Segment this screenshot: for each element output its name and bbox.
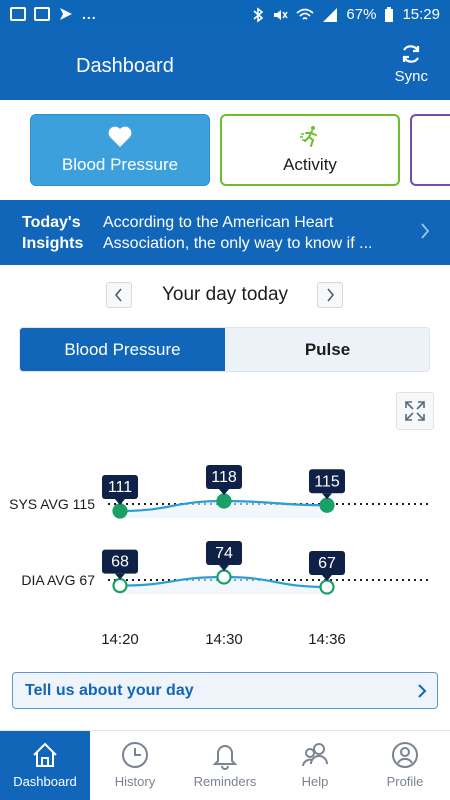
data-point bbox=[112, 577, 128, 594]
x-tick-label: 14:20 bbox=[101, 631, 139, 648]
series-area bbox=[120, 577, 327, 594]
heart-icon bbox=[108, 126, 132, 147]
data-label-pointer bbox=[219, 565, 229, 571]
nav-help[interactable]: Help bbox=[270, 731, 360, 800]
next-day-button[interactable] bbox=[317, 282, 343, 308]
nav-label: Profile bbox=[386, 774, 424, 789]
nav-dashboard[interactable]: Dashboard bbox=[0, 731, 90, 800]
home-icon bbox=[33, 742, 57, 767]
tell-us-button[interactable]: Tell us about your day bbox=[12, 672, 438, 709]
data-point bbox=[319, 579, 335, 595]
nav-label: History bbox=[114, 774, 156, 789]
data-point bbox=[216, 493, 232, 509]
data-label-pointer bbox=[322, 575, 332, 581]
status-bar: ... 67% 15:29 bbox=[0, 0, 450, 30]
running-person-icon bbox=[300, 126, 317, 147]
data-label-bg bbox=[102, 475, 138, 499]
data-point bbox=[319, 497, 335, 513]
data-label-pointer bbox=[115, 573, 125, 580]
insights-banner[interactable]: Today's Insights According to the Americ… bbox=[0, 200, 450, 265]
sync-button[interactable]: Sync bbox=[395, 42, 428, 85]
sync-label: Sync bbox=[394, 68, 428, 85]
data-label: 115 bbox=[314, 473, 340, 490]
data-label-bg bbox=[102, 549, 138, 574]
nav-label: Reminders bbox=[193, 774, 257, 789]
expand-icon bbox=[405, 401, 425, 421]
x-tick-label: 14:30 bbox=[205, 631, 243, 648]
data-label-bg bbox=[309, 469, 345, 494]
nav-label: Dashboard bbox=[13, 774, 77, 789]
chevron-right-icon bbox=[418, 684, 427, 698]
clock-icon bbox=[122, 742, 148, 768]
signal-icon bbox=[323, 7, 338, 22]
nav-reminders[interactable]: Reminders bbox=[180, 731, 270, 800]
series-area bbox=[120, 501, 327, 518]
category-activity[interactable]: Activity bbox=[220, 114, 400, 186]
data-label: 67 bbox=[318, 555, 336, 572]
category-label: Blood Pressure bbox=[61, 155, 179, 174]
battery-percent: 67% bbox=[346, 6, 377, 23]
category-tabs: Blood Pressure Activity bbox=[0, 112, 450, 188]
nav-label: Help bbox=[301, 774, 329, 789]
chevron-right-icon bbox=[421, 223, 430, 239]
segment-blood-pressure[interactable]: Blood Pressure bbox=[20, 328, 225, 371]
tell-us-label: Tell us about your day bbox=[25, 682, 194, 699]
blood-pressure-chart: SYS AVG 115 111 118 115 DIA AVG 67 68 74 67 14:2… bbox=[9, 465, 432, 648]
page-title: Dashboard bbox=[76, 55, 174, 77]
previous-day-button[interactable] bbox=[106, 282, 132, 308]
average-label: DIA AVG 67 bbox=[21, 572, 95, 588]
expand-chart-button[interactable] bbox=[396, 392, 434, 430]
day-label: Your day today bbox=[161, 284, 289, 305]
sync-icon bbox=[403, 45, 420, 63]
data-point bbox=[216, 569, 232, 585]
metric-segment: Blood Pressure Pulse bbox=[19, 327, 430, 372]
insights-title: Today's Insights bbox=[22, 214, 84, 252]
data-label-bg bbox=[206, 541, 242, 565]
more-notifications: ... bbox=[82, 6, 97, 22]
help-people-icon bbox=[302, 743, 328, 767]
mute-icon bbox=[274, 9, 289, 20]
x-tick-label: 14:36 bbox=[308, 631, 346, 648]
app-bar: Dashboard Sync bbox=[0, 30, 450, 100]
bottom-navigation: Dashboard History Reminders Help Profile bbox=[0, 730, 450, 800]
insights-text: According to the American Heart Associat… bbox=[103, 214, 373, 252]
nav-profile[interactable]: Profile bbox=[360, 731, 450, 800]
flag-icon bbox=[60, 8, 72, 20]
data-label-pointer bbox=[219, 489, 229, 495]
category-next[interactable] bbox=[410, 114, 450, 186]
data-point bbox=[112, 503, 128, 519]
chevron-left-icon bbox=[115, 288, 122, 302]
wifi-icon bbox=[296, 8, 315, 20]
data-label-pointer bbox=[322, 493, 332, 500]
data-label: 118 bbox=[211, 469, 237, 486]
chevron-right-icon bbox=[327, 288, 334, 302]
data-label: 111 bbox=[108, 479, 132, 496]
data-label: 74 bbox=[215, 545, 233, 562]
day-navigation: Your day today bbox=[0, 280, 450, 310]
category-label: Activity bbox=[283, 155, 337, 174]
data-label-bg bbox=[206, 465, 242, 489]
notification-icon bbox=[10, 7, 26, 21]
profile-icon bbox=[392, 742, 418, 768]
nav-history[interactable]: History bbox=[90, 731, 180, 800]
segment-pulse[interactable]: Pulse bbox=[304, 339, 351, 359]
notification-icon bbox=[34, 7, 50, 21]
data-label-pointer bbox=[115, 499, 125, 505]
data-label-bg bbox=[309, 551, 345, 575]
data-label: 68 bbox=[111, 554, 129, 571]
battery-icon bbox=[385, 6, 394, 22]
category-blood-pressure[interactable]: Blood Pressure bbox=[30, 114, 210, 186]
average-label: SYS AVG 115 bbox=[9, 496, 95, 512]
clock-time: 15:29 bbox=[402, 6, 440, 23]
bluetooth-icon bbox=[253, 6, 264, 23]
bell-icon bbox=[212, 745, 238, 770]
